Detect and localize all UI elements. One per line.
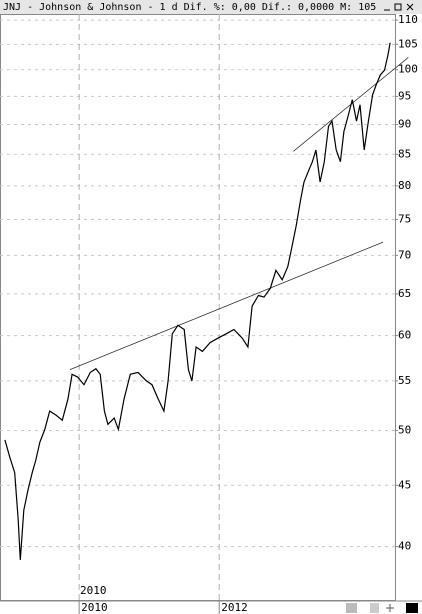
x-tick-label: 2010 [81,601,108,614]
y-tick-label: 85 [398,147,411,160]
y-tick-label: 45 [398,478,411,491]
trendline [69,241,384,370]
y-tick-label: 110 [398,13,418,26]
window-buttons[interactable] [380,1,421,13]
toolbar-icons[interactable] [346,603,418,613]
x-tick-label: 2012 [221,601,248,614]
y-tick-label: 65 [398,287,411,300]
title-bar [0,0,422,14]
y-tick-label: 40 [398,540,411,553]
color-icon[interactable] [406,603,418,613]
y-tick-label: 80 [398,179,411,192]
settings-icon[interactable] [346,603,357,613]
chart-title: JNJ - Johnson & Johnson - 1 d Dif. %: 0,… [3,2,376,13]
y-tick-label: 90 [398,118,411,131]
price-line [4,42,391,560]
y-tick-label: 95 [398,89,411,102]
y-tick-label: 100 [398,63,418,76]
maximize-button[interactable] [394,3,402,11]
y-tick-label: 55 [398,374,411,387]
close-button[interactable] [406,3,414,11]
y-tick-label: 105 [398,37,418,50]
y-tick-label: 75 [398,212,411,225]
add-icon[interactable] [386,604,394,612]
save-icon[interactable] [370,603,379,613]
y-tick-label: 50 [398,423,411,436]
period-label: 2010 [80,584,107,597]
y-tick-label: 70 [398,248,411,261]
y-tick-label: 60 [398,329,411,342]
